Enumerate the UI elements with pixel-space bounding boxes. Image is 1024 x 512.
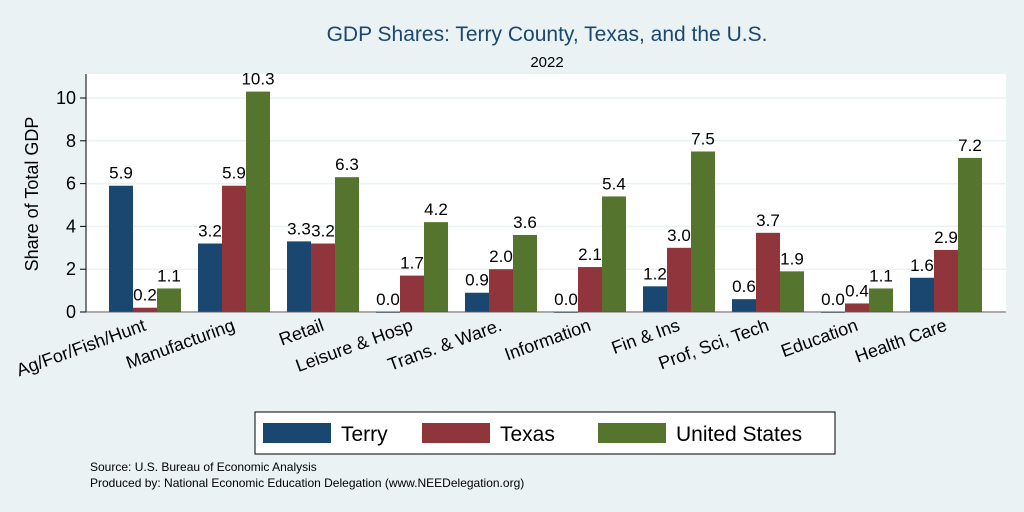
- data-label: 3.0: [667, 226, 691, 245]
- data-label: 7.2: [958, 136, 982, 155]
- bar-united-states: [513, 234, 537, 312]
- data-label: 1.6: [910, 256, 934, 275]
- data-label: 0.0: [821, 290, 845, 309]
- data-label: 6.3: [335, 155, 359, 174]
- x-tick-label: Education: [778, 315, 860, 361]
- y-tick-label: 4: [66, 216, 76, 236]
- bar-texas: [311, 243, 335, 312]
- bar-terry: [109, 185, 133, 312]
- data-label: 1.1: [869, 266, 893, 285]
- bar-united-states: [424, 222, 448, 312]
- data-label: 1.9: [780, 249, 804, 268]
- data-label: 1.2: [643, 264, 667, 283]
- y-tick-label: 6: [66, 174, 76, 194]
- data-label: 0.4: [845, 281, 869, 300]
- bar-texas: [845, 303, 869, 312]
- y-tick-label: 0: [66, 302, 76, 322]
- bar-texas: [756, 232, 780, 312]
- data-label: 3.7: [756, 211, 780, 230]
- chart-title: GDP Shares: Terry County, Texas, and the…: [327, 23, 768, 46]
- bar-texas: [934, 249, 958, 312]
- bar-united-states: [335, 177, 359, 312]
- data-label: 5.9: [109, 164, 133, 183]
- y-axis-label: Share of Total GDP: [22, 117, 42, 272]
- data-label: 0.0: [376, 290, 400, 309]
- legend: Terry Texas United States: [254, 411, 836, 455]
- data-label: 5.9: [222, 164, 246, 183]
- bar-united-states: [246, 91, 270, 312]
- producer-note: Produced by: National Economic Education…: [90, 476, 524, 490]
- x-tick-label: Retail: [276, 315, 326, 350]
- legend-swatch: [598, 423, 666, 443]
- data-label: 3.6: [513, 213, 537, 232]
- data-label: 1.1: [157, 266, 181, 285]
- bar-texas: [133, 307, 157, 312]
- data-label: 0.2: [133, 286, 157, 305]
- y-tick-label: 8: [66, 131, 76, 151]
- bar-united-states: [780, 271, 804, 312]
- y-tick-label: 2: [66, 259, 76, 279]
- legend-label: Texas: [500, 423, 555, 446]
- data-label: 3.2: [198, 222, 222, 241]
- y-tick-label: 10: [56, 88, 76, 108]
- bar-united-states: [602, 196, 626, 312]
- bar-texas: [667, 247, 691, 312]
- data-label: 0.0: [554, 290, 578, 309]
- data-label: 2.1: [578, 245, 602, 264]
- legend-label: Terry: [341, 423, 388, 446]
- bar-terry: [287, 241, 311, 312]
- data-label: 1.7: [400, 254, 424, 273]
- bar-united-states: [869, 288, 893, 312]
- bar-texas: [489, 269, 513, 312]
- data-label: 2.0: [489, 247, 513, 266]
- bar-united-states: [157, 288, 181, 312]
- data-label: 4.2: [424, 200, 448, 219]
- x-tick-label: Health Care: [852, 315, 949, 367]
- bar-terry: [198, 243, 222, 312]
- bar-terry: [732, 299, 756, 312]
- data-label: 0.6: [732, 277, 756, 296]
- data-label: 5.4: [602, 174, 626, 193]
- legend-swatch: [263, 423, 331, 443]
- data-label: 3.3: [287, 219, 311, 238]
- bar-terry: [465, 292, 489, 312]
- data-label: 7.5: [691, 130, 715, 149]
- data-label: 2.9: [934, 228, 958, 247]
- source-note: Source: U.S. Bureau of Economic Analysis: [90, 460, 317, 474]
- bar-texas: [578, 267, 602, 312]
- x-tick-label: Information: [502, 315, 593, 365]
- chart-subtitle: 2022: [530, 54, 563, 71]
- bar-texas: [400, 275, 424, 312]
- legend-swatch: [422, 423, 490, 443]
- legend-label: United States: [676, 423, 802, 446]
- bar-united-states: [958, 157, 982, 312]
- legend-box: [254, 411, 836, 455]
- bar-united-states: [691, 151, 715, 312]
- bar-texas: [222, 185, 246, 312]
- data-label: 3.2: [311, 222, 335, 241]
- data-label: 10.3: [241, 70, 274, 89]
- x-tick-label: Ag/For/Fish/Hunt: [14, 315, 149, 380]
- data-label: 0.9: [465, 271, 489, 290]
- bar-terry: [643, 286, 667, 312]
- bar-terry: [910, 277, 934, 312]
